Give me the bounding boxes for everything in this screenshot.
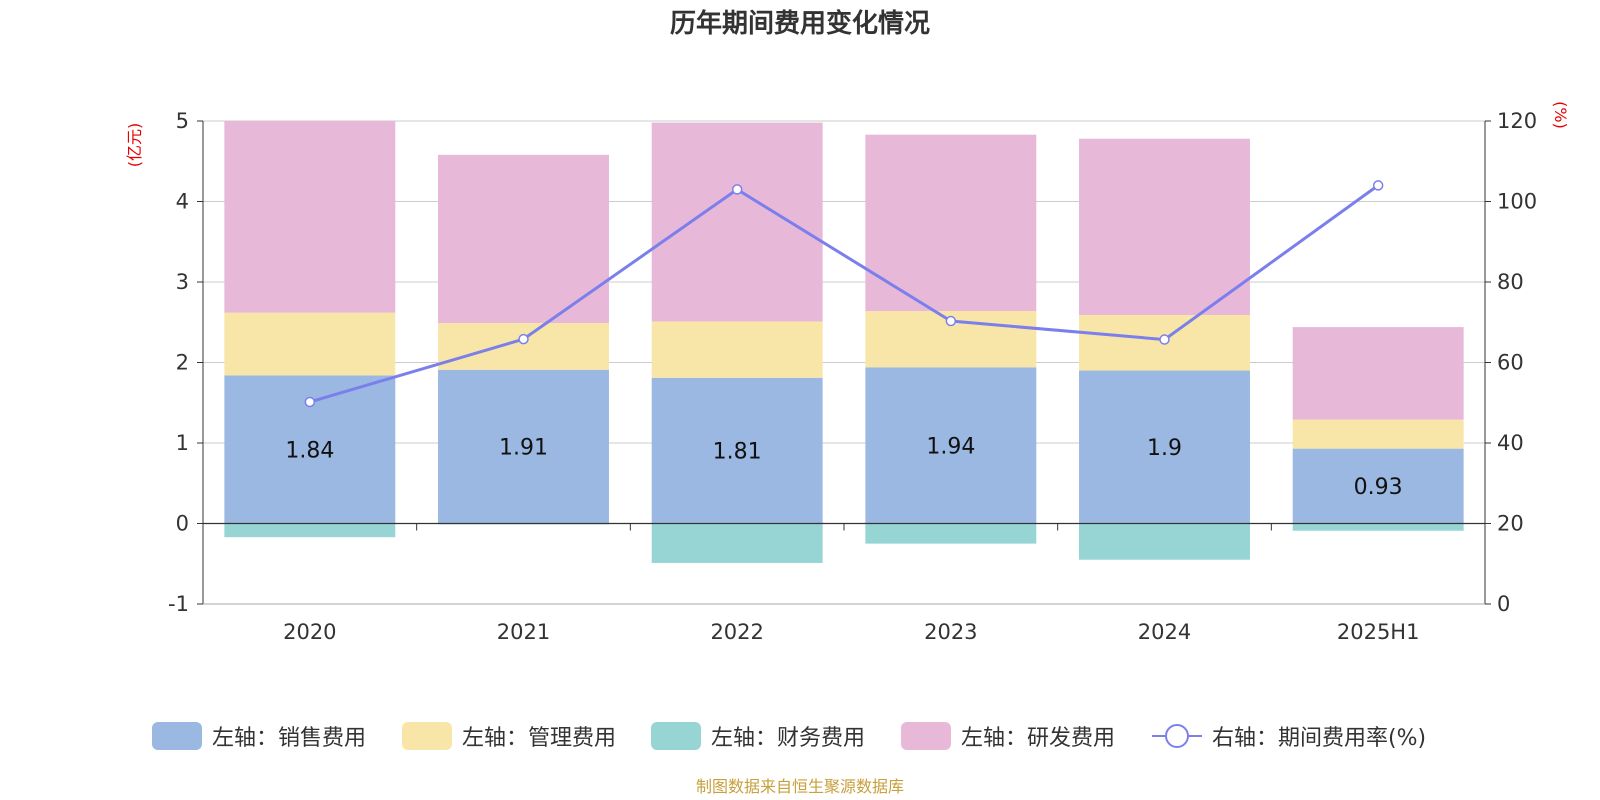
legend-label: 左轴：销售费用 [212, 726, 366, 751]
bar-segment [865, 523, 1037, 544]
legend-label: 左轴：财务费用 [711, 726, 865, 751]
data-label: 1.81 [713, 440, 762, 465]
bar-segment [1079, 370, 1250, 524]
axes: 2020 2021 2022 2023 2024 2025H1 5 4 3 2 1 0 -1 120 100… [168, 109, 1537, 644]
legend-swatch [402, 722, 452, 750]
left-tick-label: 2 [176, 351, 189, 375]
bar-segment [224, 523, 396, 538]
left-tick-label: -1 [168, 592, 189, 616]
right-tick-label: 120 [1497, 109, 1537, 133]
data-label: 1.91 [499, 436, 548, 461]
bar-segment [651, 377, 823, 524]
bar-segment [224, 121, 396, 313]
rate-point [945, 315, 957, 327]
right-axis-unit: (%) [1551, 101, 1570, 129]
legend-swatch [651, 722, 701, 750]
rate-point [304, 396, 316, 408]
legend-label: 左轴：管理费用 [462, 726, 616, 751]
bar-segment [438, 154, 609, 324]
bar-segment [1292, 327, 1464, 420]
x-tick-label: 2023 [924, 620, 977, 644]
right-tick-label: 0 [1497, 592, 1510, 616]
bar-segment [865, 367, 1037, 524]
bar-segment [651, 523, 823, 563]
chart-title: 历年期间费用变化情况 [670, 8, 930, 39]
rate-point [1159, 334, 1170, 345]
x-tick-label: 2021 [497, 620, 550, 644]
right-tick-label: 80 [1497, 270, 1524, 294]
rate-point [731, 184, 743, 195]
left-tick-label: 5 [176, 109, 189, 133]
bar-segment [1292, 419, 1464, 449]
right-tick-label: 100 [1497, 190, 1537, 214]
right-tick-label: 60 [1497, 351, 1524, 375]
bar-segment [651, 122, 823, 322]
x-tick-label: 2022 [710, 620, 763, 644]
rate-point [1372, 180, 1384, 191]
left-tick-label: 3 [176, 270, 189, 294]
legend-swatch [901, 722, 951, 750]
data-label: 1.94 [926, 434, 975, 459]
legend-swatch [152, 722, 202, 750]
left-axis-unit: (亿元) [125, 123, 144, 168]
data-labels: 1.84 1.91 1.81 1.94 1.9 0.93 [285, 434, 1402, 500]
legend-marker [1165, 724, 1189, 748]
rate-polyline [309, 184, 1380, 404]
data-label: 1.84 [285, 438, 334, 463]
bar-segment [224, 312, 396, 376]
legend: 左轴：销售费用 左轴：管理费用 左轴：财务费用 左轴：研发费用 右轴：期间费用率(%) [152, 722, 1426, 751]
legend-label: 左轴：研发费用 [961, 726, 1115, 751]
data-label: 0.93 [1354, 475, 1403, 500]
left-tick-label: 1 [176, 431, 189, 455]
bar-segment [1079, 138, 1250, 316]
left-tick-label: 0 [176, 512, 189, 536]
bar-segment [1079, 523, 1250, 560]
x-tick-label: 2024 [1138, 620, 1191, 644]
bars [224, 121, 1464, 563]
bar-segment [1292, 448, 1464, 524]
legend-label: 右轴：期间费用率(%) [1212, 726, 1426, 751]
left-tick-label: 4 [176, 190, 189, 214]
rate-point [518, 333, 529, 345]
rate-line [304, 180, 1384, 408]
bar-segment [651, 321, 823, 378]
data-label: 1.9 [1147, 436, 1182, 461]
bar-segment [1292, 523, 1464, 531]
right-tick-label: 40 [1497, 431, 1524, 455]
source-note: 制图数据来自恒生聚源数据库 [696, 777, 904, 796]
bar-segment [865, 134, 1037, 311]
x-tick-label: 2020 [283, 620, 336, 644]
bar-segment [438, 369, 609, 524]
right-tick-label: 20 [1497, 512, 1524, 536]
bar-segment [438, 323, 609, 370]
x-tick-label: 2025H1 [1337, 620, 1420, 644]
